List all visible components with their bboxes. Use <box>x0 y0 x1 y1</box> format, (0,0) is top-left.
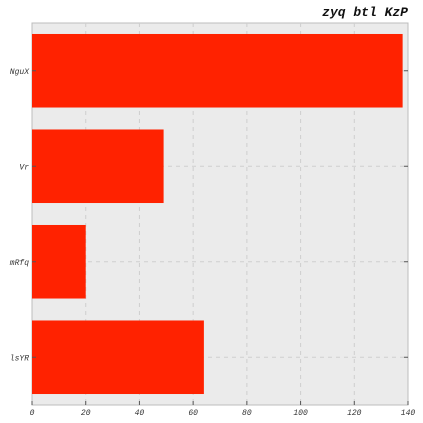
x-tick-label: 20 <box>81 409 91 418</box>
x-tick-label: 80 <box>242 409 252 418</box>
y-axis-ticks: NguX Vr mRfq lsYR <box>10 68 408 363</box>
chart-title: zyq btl KzP <box>322 5 408 20</box>
x-tick-label: 60 <box>188 409 198 418</box>
bar-lsYR <box>32 320 204 395</box>
x-tick-label: 40 <box>135 409 145 418</box>
x-tick-label: 140 <box>401 409 416 418</box>
x-axis-ticks: 0 20 40 60 80 100 120 140 <box>30 401 416 418</box>
bar-mRfq <box>32 224 86 299</box>
category-label: Vr <box>19 163 29 172</box>
category-label: mRfq <box>10 259 29 268</box>
category-label: NguX <box>10 68 30 77</box>
bars <box>32 33 403 395</box>
x-tick-label: 100 <box>293 409 308 418</box>
category-label: lsYR <box>10 354 29 363</box>
x-tick-label: 120 <box>347 409 362 418</box>
x-tick-label: 0 <box>30 409 35 418</box>
bar-NguX <box>32 33 403 108</box>
bar-Vr <box>32 129 164 204</box>
